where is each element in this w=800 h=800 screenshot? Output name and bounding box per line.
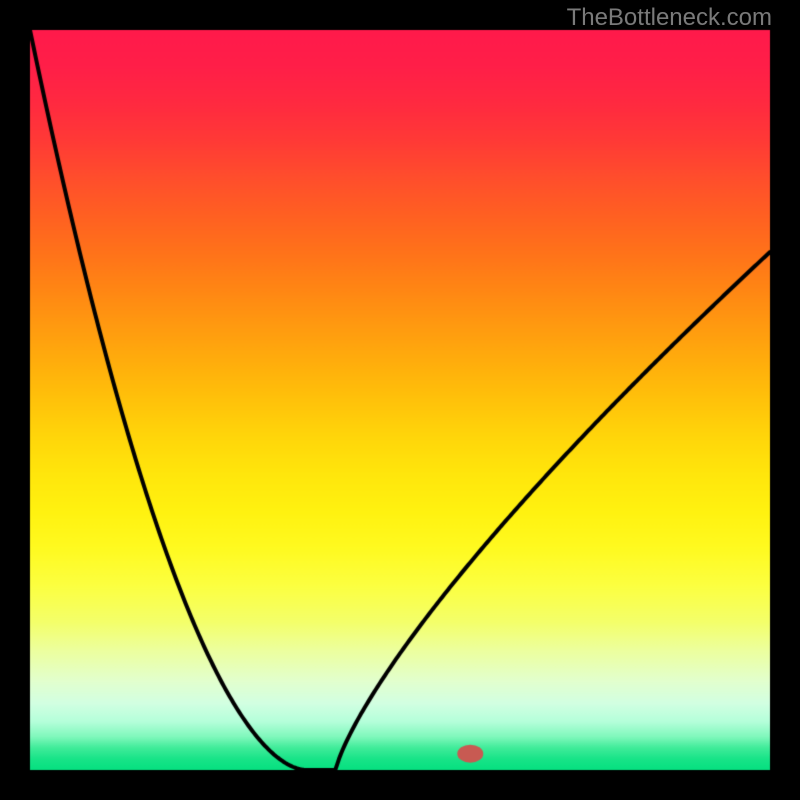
watermark-text: TheBottleneck.com — [567, 4, 772, 32]
chart-container: { "canvas": { "width": 800, "height": 80… — [0, 0, 800, 800]
bottleneck-chart-canvas — [0, 0, 800, 800]
